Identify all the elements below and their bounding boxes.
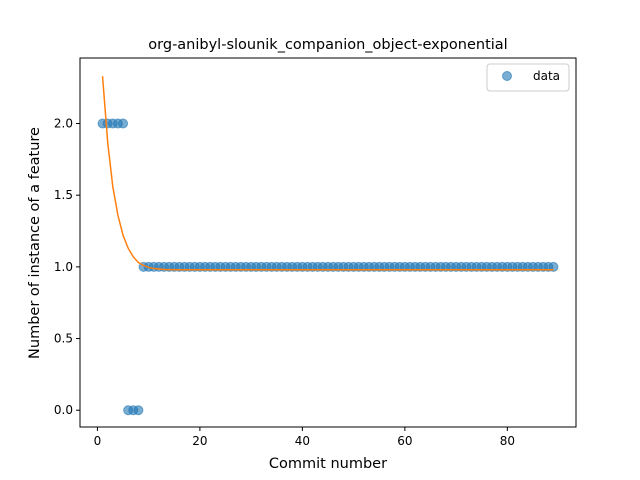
legend-marker-data bbox=[502, 71, 512, 81]
fit-line bbox=[101, 76, 554, 271]
x-tick-label: 40 bbox=[295, 434, 310, 448]
x-tick-label: 0 bbox=[94, 434, 102, 448]
x-tick-label: 20 bbox=[192, 434, 207, 448]
legend-box bbox=[486, 63, 570, 92]
axes-frame bbox=[79, 57, 577, 428]
data-point bbox=[118, 118, 129, 129]
y-axis-label: Number of instance of a feature bbox=[27, 127, 43, 359]
legend: data bbox=[486, 63, 570, 92]
legend-label-data: data bbox=[533, 69, 560, 83]
x-tick-label: 60 bbox=[397, 434, 412, 448]
x-axis-label: Commit number bbox=[269, 456, 387, 472]
data-point bbox=[133, 405, 144, 416]
plot-area: 0 20 40 60 80 0.0 0.5 1.0 1.5 2.0 bbox=[54, 57, 577, 448]
x-tick-label: 80 bbox=[500, 434, 515, 448]
y-tick-label: 1.5 bbox=[54, 188, 73, 202]
y-tick-label: 1.0 bbox=[54, 260, 73, 274]
chart-title: org-anibyl-slounik_companion_object-expo… bbox=[148, 37, 507, 53]
y-tick-label: 0.0 bbox=[54, 403, 73, 417]
y-tick-label: 0.5 bbox=[54, 332, 73, 346]
y-tick-label: 2.0 bbox=[54, 117, 73, 131]
